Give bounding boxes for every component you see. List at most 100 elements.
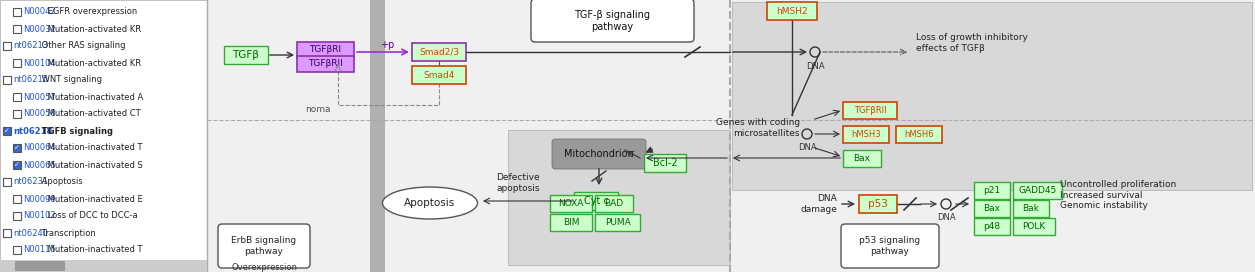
FancyBboxPatch shape xyxy=(412,43,466,61)
FancyBboxPatch shape xyxy=(13,8,21,16)
Text: hMSH6: hMSH6 xyxy=(904,130,934,139)
Text: GADD45: GADD45 xyxy=(1018,186,1057,195)
Text: BIM: BIM xyxy=(562,218,580,227)
Text: noma: noma xyxy=(305,106,330,115)
FancyBboxPatch shape xyxy=(3,42,11,50)
Text: N00065: N00065 xyxy=(23,160,55,169)
Text: N00099: N00099 xyxy=(23,194,55,203)
Text: p53 signaling
pathway: p53 signaling pathway xyxy=(860,236,921,256)
FancyBboxPatch shape xyxy=(3,229,11,237)
Text: TGFB signaling: TGFB signaling xyxy=(39,126,113,135)
FancyBboxPatch shape xyxy=(218,224,310,268)
FancyBboxPatch shape xyxy=(370,0,385,272)
Text: Smad2/3: Smad2/3 xyxy=(419,48,459,57)
Text: POLK: POLK xyxy=(1023,222,1045,231)
Text: Mutation-inactivated T: Mutation-inactivated T xyxy=(45,246,143,255)
Text: Overexpression: Overexpression xyxy=(231,264,297,272)
Text: Mitochondrion: Mitochondrion xyxy=(565,149,634,159)
FancyBboxPatch shape xyxy=(3,127,11,135)
Text: p48: p48 xyxy=(984,222,1000,231)
Ellipse shape xyxy=(383,187,477,219)
Text: N00057: N00057 xyxy=(23,92,55,101)
FancyBboxPatch shape xyxy=(0,260,207,272)
FancyBboxPatch shape xyxy=(13,59,21,67)
Text: Genes with coding
microsatellites: Genes with coding microsatellites xyxy=(715,118,799,138)
FancyBboxPatch shape xyxy=(732,2,1252,190)
Text: ✓: ✓ xyxy=(4,128,10,134)
Text: N00102: N00102 xyxy=(23,212,55,221)
FancyBboxPatch shape xyxy=(896,126,943,143)
FancyBboxPatch shape xyxy=(595,214,640,231)
FancyBboxPatch shape xyxy=(574,192,617,210)
Text: EGFR overexpression: EGFR overexpression xyxy=(45,8,138,17)
FancyBboxPatch shape xyxy=(550,214,592,231)
FancyBboxPatch shape xyxy=(412,66,466,84)
Text: Mutation-activated KR: Mutation-activated KR xyxy=(45,58,142,67)
Text: N00064: N00064 xyxy=(23,144,55,153)
Text: BAD: BAD xyxy=(605,199,624,208)
FancyBboxPatch shape xyxy=(508,130,730,265)
Text: nt06215: nt06215 xyxy=(13,76,48,85)
Text: Mutation-inactivated T: Mutation-inactivated T xyxy=(45,144,143,153)
Text: Other RAS signaling: Other RAS signaling xyxy=(39,42,126,51)
FancyBboxPatch shape xyxy=(13,25,21,33)
Text: Defective
apoptosis: Defective apoptosis xyxy=(497,173,540,193)
Text: Mutation-inactivated S: Mutation-inactivated S xyxy=(45,160,143,169)
Text: NOXA: NOXA xyxy=(558,199,584,208)
FancyBboxPatch shape xyxy=(644,154,686,172)
FancyBboxPatch shape xyxy=(297,56,354,72)
Text: ✓: ✓ xyxy=(14,145,20,151)
Text: N00042: N00042 xyxy=(23,8,55,17)
FancyBboxPatch shape xyxy=(843,102,897,119)
Text: DNA: DNA xyxy=(806,62,825,71)
Text: DNA
damage: DNA damage xyxy=(801,194,837,214)
FancyBboxPatch shape xyxy=(1013,182,1062,199)
Text: TGFβRI: TGFβRI xyxy=(310,45,341,54)
FancyBboxPatch shape xyxy=(223,46,269,64)
Text: Uncontrolled proliferation
Increased survival
Genomic instability: Uncontrolled proliferation Increased sur… xyxy=(1060,180,1176,210)
Text: N00032: N00032 xyxy=(23,24,55,33)
FancyBboxPatch shape xyxy=(13,212,21,220)
Text: TGFβRII: TGFβRII xyxy=(853,106,886,115)
Text: Cyt c: Cyt c xyxy=(584,196,609,206)
Text: p21: p21 xyxy=(984,186,1000,195)
Text: Bcl-2: Bcl-2 xyxy=(653,158,678,168)
Text: Loss of growth inhibitory
effects of TGFβ: Loss of growth inhibitory effects of TGF… xyxy=(916,33,1028,53)
Text: Apoptosis: Apoptosis xyxy=(404,198,456,208)
FancyBboxPatch shape xyxy=(531,0,694,42)
Text: N00115: N00115 xyxy=(23,246,55,255)
FancyBboxPatch shape xyxy=(13,161,21,169)
Text: Smad4: Smad4 xyxy=(423,70,454,79)
Text: nt06213: nt06213 xyxy=(13,42,48,51)
Text: nt06231: nt06231 xyxy=(13,178,48,187)
Text: N00104: N00104 xyxy=(23,58,55,67)
Text: ErbB signaling
pathway: ErbB signaling pathway xyxy=(231,236,296,256)
FancyBboxPatch shape xyxy=(974,218,1010,235)
Text: ✓: ✓ xyxy=(14,162,20,168)
FancyBboxPatch shape xyxy=(552,139,646,169)
FancyBboxPatch shape xyxy=(15,261,65,271)
FancyBboxPatch shape xyxy=(13,110,21,118)
Text: Mutation-activated KR: Mutation-activated KR xyxy=(45,24,142,33)
Text: N00058: N00058 xyxy=(23,110,55,119)
FancyBboxPatch shape xyxy=(297,42,354,58)
FancyBboxPatch shape xyxy=(974,182,1010,199)
FancyBboxPatch shape xyxy=(1013,218,1055,235)
Text: hMSH2: hMSH2 xyxy=(776,7,808,16)
Text: Loss of DCC to DCC-a: Loss of DCC to DCC-a xyxy=(45,212,138,221)
Text: Apoptosis: Apoptosis xyxy=(39,178,83,187)
Text: Mutation-inactivated E: Mutation-inactivated E xyxy=(45,194,143,203)
Text: TGF-β signaling
pathway: TGF-β signaling pathway xyxy=(574,10,650,32)
Text: +p: +p xyxy=(380,40,394,50)
Text: WNT signaling: WNT signaling xyxy=(39,76,102,85)
Text: hMSH3: hMSH3 xyxy=(851,130,881,139)
Text: nt06240: nt06240 xyxy=(13,228,48,237)
Text: Bax: Bax xyxy=(984,204,1000,213)
FancyBboxPatch shape xyxy=(0,0,207,272)
Text: DNA: DNA xyxy=(936,213,955,222)
FancyBboxPatch shape xyxy=(13,144,21,152)
FancyBboxPatch shape xyxy=(13,195,21,203)
Text: Bak: Bak xyxy=(1023,204,1039,213)
Text: Mutation-inactivated A: Mutation-inactivated A xyxy=(45,92,143,101)
Text: PUMA: PUMA xyxy=(605,218,630,227)
